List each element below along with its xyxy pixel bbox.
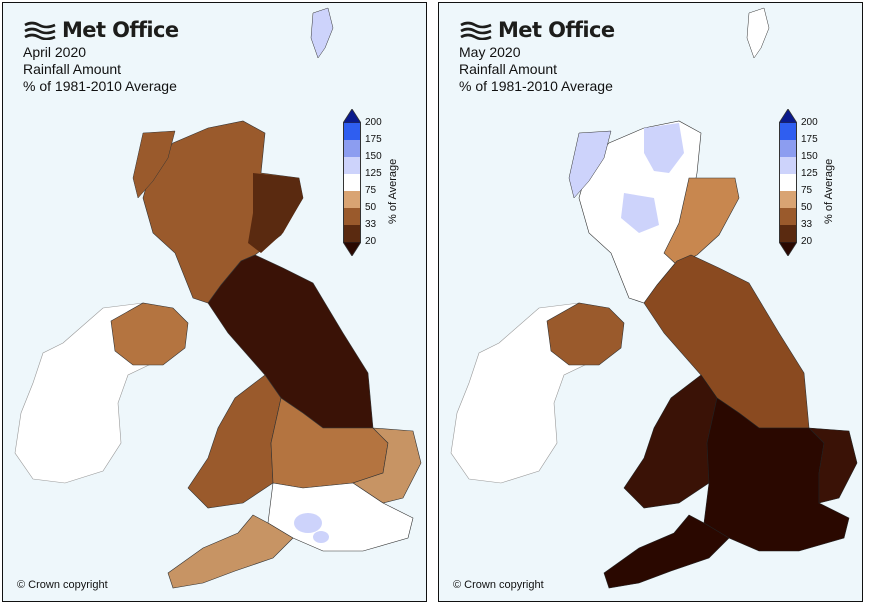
hebrides-islands <box>568 130 612 199</box>
legend-tick-label: 150 <box>801 151 818 162</box>
map-baseline: % of 1981-2010 Average <box>23 78 177 94</box>
south-west-region <box>167 514 294 589</box>
northern-ireland-region <box>546 302 625 366</box>
legend-swatch-125_150 <box>779 157 797 174</box>
hebrides-islands <box>132 130 176 199</box>
scotland-east-region <box>663 177 740 266</box>
legend-swatch-50_75 <box>343 191 361 208</box>
legend-arrow-up <box>779 109 797 123</box>
april-map-panel: Met Office April 2020 Rainfall Amount % … <box>2 2 427 602</box>
legend: 200 175 150 125 75 50 33 20 % of Average <box>779 109 849 267</box>
legend-tick-label: 75 <box>801 185 813 196</box>
copyright-notice: © Crown copyright <box>453 579 544 591</box>
legend-title: % of Average <box>387 158 399 224</box>
legend-swatch-20_33 <box>779 225 797 242</box>
legend-tick-label: 20 <box>801 236 813 247</box>
legend-swatch-33_50 <box>779 208 797 225</box>
legend-swatch-75_125 <box>779 174 797 191</box>
legend-tick-label: 200 <box>365 117 382 128</box>
shetland-islands <box>310 7 334 59</box>
legend-swatch-75_125 <box>343 174 361 191</box>
legend-swatch-20_33 <box>343 225 361 242</box>
northern-ireland-region <box>110 302 189 366</box>
scotland-east-region <box>248 173 303 253</box>
legend-title: % of Average <box>823 158 835 224</box>
legend-swatch-175_200 <box>343 123 361 140</box>
wales-region <box>623 374 718 509</box>
wet-patch <box>313 531 329 543</box>
may-map-panel: Met Office May 2020 Rainfall Amount % of… <box>438 2 863 602</box>
legend-tick-label: 175 <box>801 134 818 145</box>
map-baseline: % of 1981-2010 Average <box>459 78 613 94</box>
scotland-highlands-region <box>644 123 684 173</box>
map-metric: Rainfall Amount <box>459 61 558 77</box>
met-office-waves-icon <box>460 21 492 40</box>
shetland-islands <box>746 7 770 59</box>
legend-tick-label: 175 <box>365 134 382 145</box>
met-office-waves-icon <box>24 21 56 40</box>
legend-tick-label: 50 <box>801 202 813 213</box>
map-title: April 2020 Rainfall Amount % of 1981-201… <box>23 44 177 95</box>
east-anglia-region <box>808 427 858 504</box>
legend-tick-label: 20 <box>365 236 377 247</box>
copyright-notice: © Crown copyright <box>17 579 108 591</box>
wet-patch <box>294 513 322 533</box>
legend-tick-label: 33 <box>801 219 813 230</box>
brand-name: Met Office <box>62 18 179 42</box>
brand-name: Met Office <box>498 18 615 42</box>
map-month: May 2020 <box>459 44 521 60</box>
legend-tick-label: 125 <box>365 168 382 179</box>
map-month: April 2020 <box>23 44 87 60</box>
legend-tick-label: 200 <box>801 117 818 128</box>
legend-swatch-50_75 <box>779 191 797 208</box>
map-title: May 2020 Rainfall Amount % of 1981-2010 … <box>459 44 613 95</box>
legend-arrow-down <box>779 242 797 256</box>
legend-tick-label: 125 <box>801 168 818 179</box>
legend-swatch-150_175 <box>779 140 797 157</box>
legend-swatch-150_175 <box>343 140 361 157</box>
map-metric: Rainfall Amount <box>23 61 122 77</box>
legend-tick-label: 150 <box>365 151 382 162</box>
legend-tick-label: 50 <box>365 202 377 213</box>
legend-arrow-down <box>343 242 361 256</box>
england-south-region <box>703 397 850 552</box>
legend-swatch-33_50 <box>343 208 361 225</box>
legend-tick-label: 33 <box>365 219 377 230</box>
met-office-logo: Met Office <box>459 17 615 43</box>
legend: 200 175 150 125 75 50 33 20 % of Average <box>343 109 413 267</box>
legend-arrow-up <box>343 109 361 123</box>
scotland-highlands-region <box>621 193 659 233</box>
south-west-region <box>603 514 730 589</box>
met-office-logo: Met Office <box>23 17 179 43</box>
april-rainfall-map <box>14 7 422 589</box>
legend-tick-label: 75 <box>365 185 377 196</box>
legend-swatch-175_200 <box>779 123 797 140</box>
may-rainfall-map <box>450 7 858 589</box>
legend-swatch-125_150 <box>343 157 361 174</box>
wales-region <box>187 374 282 509</box>
